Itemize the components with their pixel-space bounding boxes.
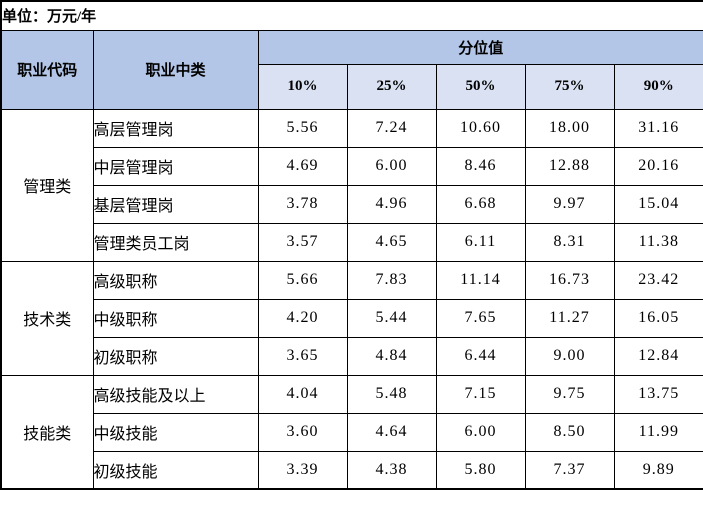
value-cell: 6.00: [346, 146, 437, 186]
table-row: 基层管理岗 3.78 4.96 6.68 9.97 15.04: [1, 184, 703, 224]
value-cell: 4.64: [346, 412, 437, 452]
value-cell: 7.65: [435, 298, 526, 338]
value-cell: 18.00: [524, 108, 615, 148]
header-percentile-90: 90%: [613, 63, 703, 110]
value-cell: 5.66: [257, 260, 348, 300]
value-cell: 20.16: [613, 146, 703, 186]
subcategory-cell: 中级职称: [92, 298, 259, 338]
subcategory-cell: 初级技能: [92, 450, 259, 490]
subcategory-cell: 中层管理岗: [92, 146, 259, 186]
header-occupation-category: 职业中类: [92, 29, 259, 110]
table-row: 中级技能 3.60 4.64 6.00 8.50 11.99: [1, 412, 703, 452]
value-cell: 15.04: [613, 184, 703, 224]
value-cell: 3.78: [257, 184, 348, 224]
value-cell: 12.84: [613, 336, 703, 376]
value-cell: 16.05: [613, 298, 703, 338]
value-cell: 4.38: [346, 450, 437, 490]
value-cell: 3.39: [257, 450, 348, 490]
value-cell: 16.73: [524, 260, 615, 300]
value-cell: 9.89: [613, 450, 703, 490]
category-cell: 技术类: [0, 260, 94, 376]
value-cell: 31.16: [613, 108, 703, 148]
table-body: 管理类 高层管理岗 5.56 7.24 10.60 18.00 31.16 中层管理岗 4.69…: [0, 108, 703, 490]
value-cell: 7.37: [524, 450, 615, 490]
value-cell: 6.68: [435, 184, 526, 224]
header-row-top: 职业代码 职业中类 分位值: [0, 29, 703, 110]
value-cell: 3.65: [257, 336, 348, 376]
value-cell: 5.56: [257, 108, 348, 148]
header-percentile-50: 50%: [435, 63, 526, 110]
header-row-percentiles: 10% 25% 50% 75% 90%: [1, 63, 703, 110]
subcategory-cell: 高级职称: [92, 260, 259, 300]
value-cell: 11.14: [435, 260, 526, 300]
table-row: 中级职称 4.20 5.44 7.65 11.27 16.05: [1, 298, 703, 338]
value-cell: 11.99: [613, 412, 703, 452]
subcategory-cell: 管理类员工岗: [92, 222, 259, 262]
category-cell: 技能类: [0, 374, 94, 490]
header-percentile-10: 10%: [257, 63, 348, 110]
value-cell: 6.11: [435, 222, 526, 262]
value-cell: 12.88: [524, 146, 615, 186]
subcategory-cell: 基层管理岗: [92, 184, 259, 224]
value-cell: 11.27: [524, 298, 615, 338]
value-cell: 8.50: [524, 412, 615, 452]
value-cell: 4.20: [257, 298, 348, 338]
value-cell: 8.46: [435, 146, 526, 186]
value-cell: 9.75: [524, 374, 615, 414]
value-cell: 8.31: [524, 222, 615, 262]
header-occupation-code: 职业代码: [0, 29, 94, 110]
value-cell: 7.15: [435, 374, 526, 414]
value-cell: 4.84: [346, 336, 437, 376]
subcategory-cell: 高级技能及以上: [92, 374, 259, 414]
table-row: 技术类 高级职称 5.66 7.83 11.14 16.73 23.42: [0, 260, 703, 376]
value-cell: 9.00: [524, 336, 615, 376]
value-cell: 4.69: [257, 146, 348, 186]
header-percentile-25: 25%: [346, 63, 437, 110]
value-cell: 4.65: [346, 222, 437, 262]
value-cell: 6.00: [435, 412, 526, 452]
subcategory-cell: 初级职称: [92, 336, 259, 376]
table-row: 初级技能 3.39 4.38 5.80 7.37 9.89: [1, 450, 703, 490]
subcategory-cell: 高层管理岗: [92, 108, 259, 148]
unit-label: 单位：万元/年: [0, 0, 703, 31]
salary-percentile-table: 单位：万元/年 职业代码 职业中类 分位值 10% 25% 50% 75% 90…: [0, 0, 703, 490]
table-row: 管理类员工岗 3.57 4.65 6.11 8.31 11.38: [1, 222, 703, 262]
value-cell: 7.24: [346, 108, 437, 148]
table-row: 中层管理岗 4.69 6.00 8.46 12.88 20.16: [1, 146, 703, 186]
header-percentile-group: 分位值: [257, 29, 703, 65]
table-row: 初级职称 3.65 4.84 6.44 9.00 12.84: [1, 336, 703, 376]
value-cell: 4.96: [346, 184, 437, 224]
value-cell: 5.48: [346, 374, 437, 414]
value-cell: 6.44: [435, 336, 526, 376]
value-cell: 11.38: [613, 222, 703, 262]
unit-row: 单位：万元/年: [0, 0, 703, 31]
value-cell: 10.60: [435, 108, 526, 148]
value-cell: 5.80: [435, 450, 526, 490]
value-cell: 3.60: [257, 412, 348, 452]
table-row: 技能类 高级技能及以上 4.04 5.48 7.15 9.75 13.75: [0, 374, 703, 490]
value-cell: 3.57: [257, 222, 348, 262]
table-row: 管理类 高层管理岗 5.56 7.24 10.60 18.00 31.16: [0, 108, 703, 262]
value-cell: 5.44: [346, 298, 437, 338]
header-percentile-75: 75%: [524, 63, 615, 110]
value-cell: 23.42: [613, 260, 703, 300]
value-cell: 7.83: [346, 260, 437, 300]
subcategory-cell: 中级技能: [92, 412, 259, 452]
value-cell: 9.97: [524, 184, 615, 224]
value-cell: 4.04: [257, 374, 348, 414]
category-cell: 管理类: [0, 108, 94, 262]
value-cell: 13.75: [613, 374, 703, 414]
